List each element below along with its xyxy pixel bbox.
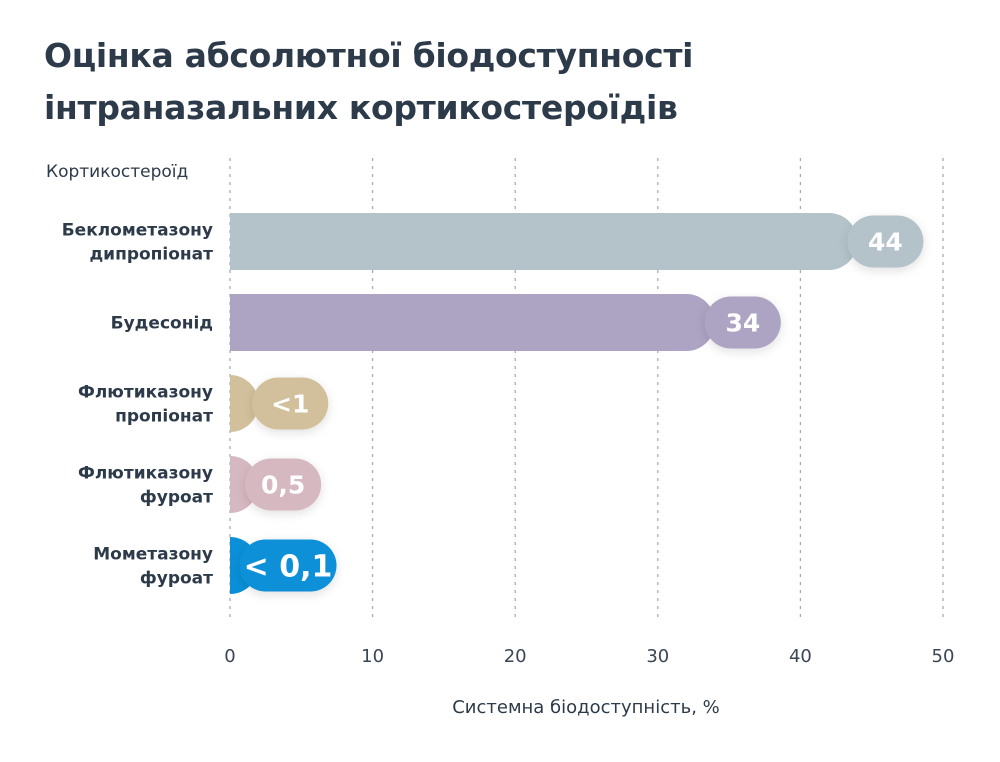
bar [230, 213, 858, 270]
x-axis-label: Системна біодоступність, % [452, 697, 720, 718]
value-badge [252, 377, 329, 430]
category-label: Флютиказону [78, 383, 213, 403]
chart-title: Оцінка абсолютної біодоступності інтрана… [44, 30, 944, 134]
x-tick-label: 50 [932, 646, 955, 667]
bar-row: Беклометазону дипропіонат 44 [62, 213, 924, 270]
x-tick-label: 20 [504, 646, 527, 667]
category-label: Флютиказону [78, 464, 213, 484]
category-label: фуроат [140, 569, 213, 589]
chart-title-line-1: Оцінка абсолютної біодоступності [44, 36, 694, 75]
value-badge [704, 296, 781, 349]
category-label: Беклометазону [62, 221, 213, 241]
bar [230, 375, 259, 432]
category-label: Мометазону [93, 545, 213, 565]
bar-row: Флютиказону фуроат 0,5 [78, 456, 322, 513]
bars-group: Беклометазону дипропіонат 44 Будесонід 34 Флю… [62, 213, 924, 594]
category-label: дипропіонат [89, 245, 213, 265]
x-axis-ticks: 0 10 20 30 40 50 [224, 646, 954, 667]
y-axis-label: Кортикостероїд [46, 162, 188, 182]
category-label: пропіонат [115, 407, 213, 427]
bar-row: Будесонід 34 [111, 294, 781, 351]
x-tick-label: 30 [646, 646, 669, 667]
value-badge [847, 215, 924, 268]
value-badge [239, 539, 337, 592]
x-tick-label: 10 [361, 646, 384, 667]
value-label: < 0,1 [244, 549, 333, 584]
category-label: фуроат [140, 488, 213, 508]
bar [230, 294, 715, 351]
bar-row: Флютиказону пропіонат <1 [78, 375, 329, 432]
x-tick-label: 0 [224, 646, 235, 667]
value-label: 44 [868, 228, 903, 257]
category-label: Будесонід [111, 314, 213, 334]
value-badge [245, 458, 322, 511]
chart-title-line-2: інтраназальних кортикостероїдів [44, 88, 678, 127]
value-label: 34 [725, 309, 760, 338]
value-label: <1 [271, 390, 309, 419]
bar-row: Мометазону фуроат < 0,1 [93, 537, 337, 594]
value-label: 0,5 [261, 471, 305, 500]
x-tick-label: 40 [789, 646, 812, 667]
